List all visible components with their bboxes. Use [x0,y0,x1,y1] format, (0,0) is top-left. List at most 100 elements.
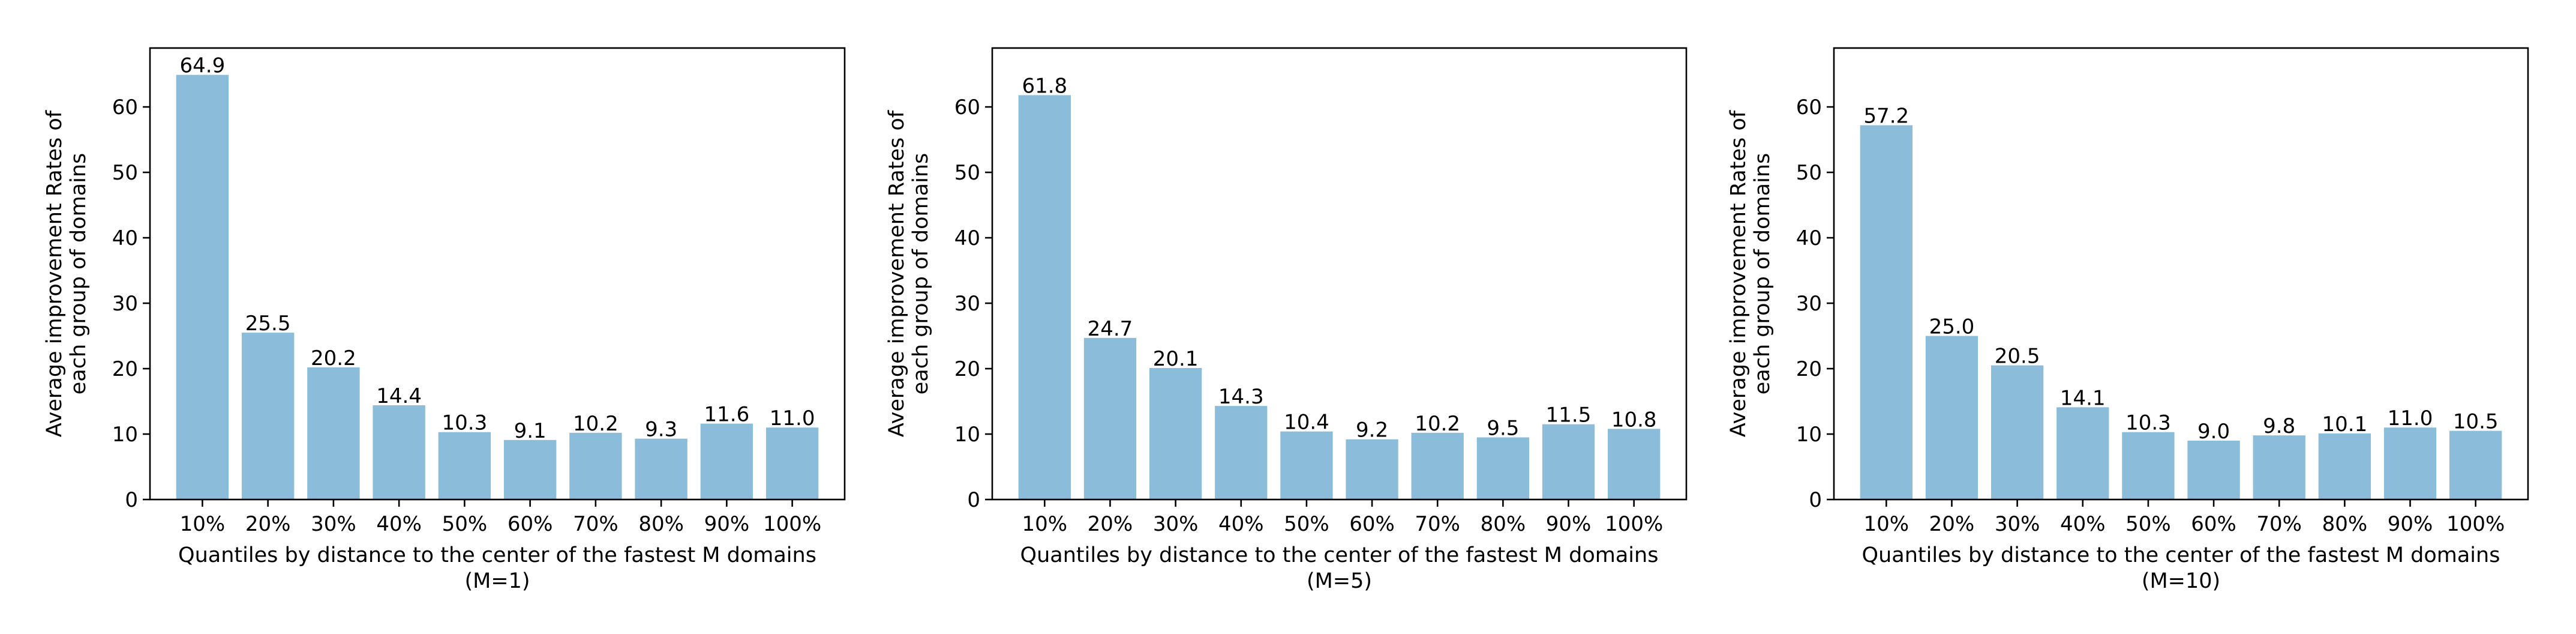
x-tick-label: 60% [508,512,553,536]
y-tick-label: 50 [954,161,980,185]
data-label: 11.6 [704,403,750,427]
bar-90pct [2383,427,2437,500]
x-tick-label: 100% [1605,512,1663,536]
bar-10pct [176,74,229,500]
axes-frame [149,47,846,501]
y-tick-label: 10 [1796,423,1822,447]
x-tick-label: 30% [311,512,356,536]
x-tick-label: 60% [1349,512,1395,536]
x-axis-label: (M=5) [1307,569,1372,593]
y-tick-label: 60 [1796,95,1822,119]
x-tick-label: 90% [2388,512,2433,536]
y-tick-label: 30 [112,292,138,316]
x-axis-label: Quantiles by distance to the center of t… [1020,543,1659,567]
y-axis-label: each group of domains [1751,153,1775,394]
bar-30pct [307,367,360,500]
chart-panel-1: 64.9 10% 25.5 20% 20.2 30% 14.4 40% 10.3 50% 9.1 60… [43,47,846,593]
data-label: 9.3 [645,418,677,442]
bar-60pct [1346,439,1398,500]
bar-50pct [2122,432,2175,500]
x-axis-label: (M=10) [2142,569,2220,593]
y-tick-label: 60 [112,95,138,119]
bar-40pct [1215,406,1268,500]
y-axis-label: Average improvement Rates of [1727,110,1751,437]
x-tick-label: 20% [1088,512,1133,536]
axes-frame [991,47,1688,501]
data-label: 9.1 [514,419,547,443]
x-tick-label: 20% [1929,512,1975,536]
x-tick-label: 90% [704,512,750,536]
data-label: 10.2 [1415,412,1460,436]
y-axis-label: Average improvement Rates of [43,110,67,437]
x-tick-label: 70% [2256,512,2302,536]
x-tick-label: 100% [2446,512,2505,536]
x-tick-label: 10% [1022,512,1068,536]
y-tick-label: 20 [112,357,138,381]
bar-10pct [1018,95,1071,500]
x-tick-label: 10% [180,512,226,536]
data-label: 9.5 [1487,416,1519,440]
data-label: 10.8 [1611,408,1657,432]
chart-panel-2: 61.8 10% 24.7 20% 20.1 30% 14.3 40% 10.4 50% 9.2 60… [885,47,1688,593]
data-label: 14.1 [2060,386,2106,410]
y-tick-label: 30 [1796,292,1822,316]
data-label: 9.0 [2197,420,2230,444]
data-label: 14.3 [1218,385,1264,409]
bar-20pct [241,333,295,500]
y-axis-label: Average improvement Rates of [885,110,909,437]
y-tick-label: 40 [1796,226,1822,250]
x-tick-label: 80% [1481,512,1526,536]
data-label: 25.5 [245,312,291,336]
bar-80pct [1476,437,1530,500]
y-tick-label: 30 [954,292,980,316]
x-tick-label: 40% [376,512,422,536]
x-tick-label: 60% [2191,512,2236,536]
data-label: 64.9 [180,54,226,78]
x-tick-label: 50% [2125,512,2171,536]
bar-60pct [2187,440,2240,500]
y-tick-label: 10 [954,423,980,447]
chart-panel-3: 57.2 10% 25.0 20% 20.5 30% 14.1 40% 10.3 50% 9.0 60… [1727,47,2529,593]
x-axis-label: Quantiles by distance to the center of t… [1862,543,2500,567]
bar-70pct [2253,435,2305,500]
x-tick-label: 50% [1284,512,1329,536]
y-tick-label: 0 [125,488,138,512]
data-label: 10.2 [573,412,619,436]
bar-100pct [2449,430,2502,500]
bar-100pct [765,427,819,500]
x-tick-label: 80% [2322,512,2368,536]
data-label: 11.0 [2388,406,2433,430]
x-axis-label: (M=1) [464,569,530,593]
data-label: 25.0 [1929,315,1975,339]
data-label: 10.4 [1284,411,1329,435]
bar-100pct [1608,429,1661,500]
y-tick-label: 40 [112,226,138,250]
x-tick-label: 30% [1153,512,1199,536]
data-label: 20.1 [1153,347,1199,371]
x-tick-label: 90% [1546,512,1592,536]
x-tick-label: 30% [1995,512,2040,536]
x-tick-label: 40% [2060,512,2106,536]
y-tick-label: 60 [954,95,980,119]
y-tick-label: 40 [954,226,980,250]
x-tick-label: 10% [1864,512,1910,536]
data-label: 14.4 [376,384,422,408]
bar-70pct [569,432,622,500]
bar-90pct [1542,424,1595,500]
data-label: 9.2 [1356,418,1388,442]
x-tick-label: 20% [245,512,291,536]
data-label: 10.3 [2125,411,2171,435]
data-label: 10.5 [2453,410,2499,434]
bar-60pct [503,439,557,500]
data-label: 61.8 [1022,74,1067,98]
y-tick-label: 10 [112,423,138,447]
bar-90pct [700,423,753,500]
bar-40pct [2056,407,2109,500]
y-tick-label: 50 [112,161,138,185]
y-tick-label: 20 [1796,357,1822,381]
x-axis-label: Quantiles by distance to the center of t… [178,543,816,567]
y-tick-label: 0 [1809,488,1822,512]
y-tick-label: 0 [967,488,980,512]
y-axis-label: each group of domains [909,153,933,394]
